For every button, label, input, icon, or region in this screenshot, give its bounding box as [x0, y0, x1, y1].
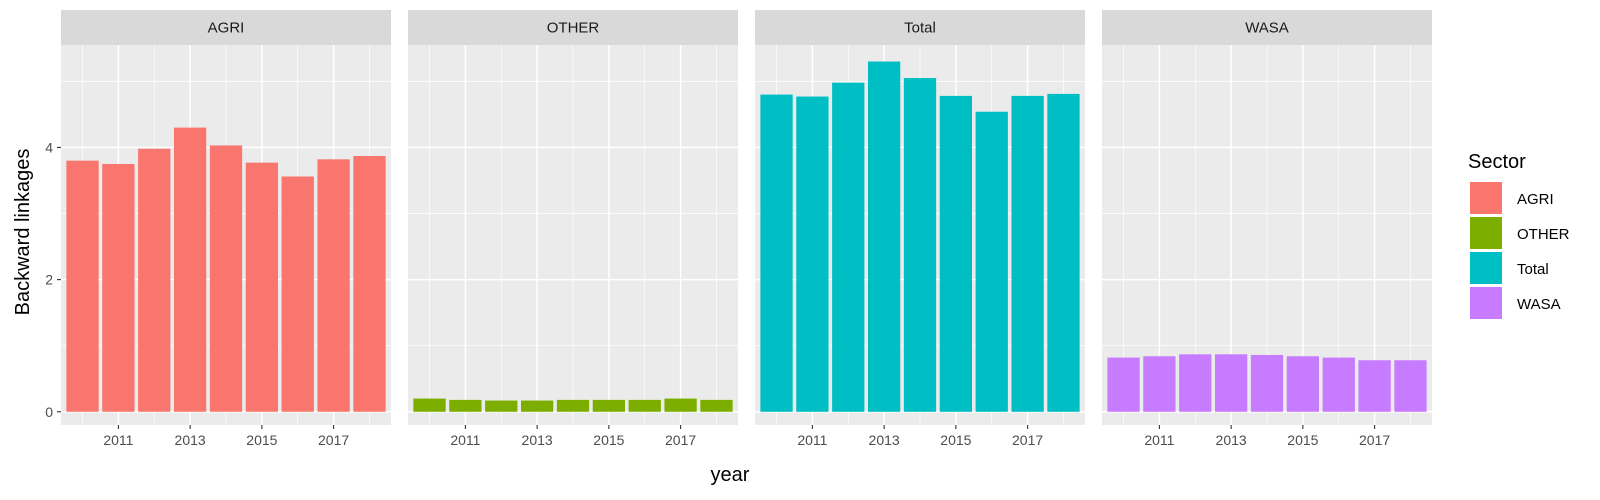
facet-panel-total: Total 2011 2013 2015 2017	[755, 10, 1085, 448]
facet-strip-label: Total	[904, 20, 936, 37]
bar-agri-2011	[102, 163, 135, 412]
bar-other-2016	[628, 399, 661, 412]
legend-label: Total	[1517, 261, 1549, 278]
bar-agri-2018	[353, 156, 386, 412]
bar-wasa-2016	[1322, 357, 1355, 412]
bar-total-2017	[1011, 95, 1044, 412]
bar-wasa-2012	[1179, 354, 1212, 412]
bar-total-2012	[832, 82, 865, 412]
bar-total-2016	[975, 111, 1008, 412]
bar-total-2011	[796, 96, 829, 412]
x-tick-label: 2015	[593, 432, 624, 448]
legend-key-other	[1470, 217, 1502, 249]
legend-label: WASA	[1517, 296, 1561, 313]
x-tick-label: 2015	[246, 432, 277, 448]
y-tick-label: 2	[45, 272, 53, 288]
legend-title: Sector	[1468, 151, 1526, 173]
bar-other-2011	[449, 399, 482, 412]
legend-key-total	[1470, 252, 1502, 284]
legend-label: OTHER	[1517, 226, 1570, 243]
facet-strip	[1102, 10, 1432, 45]
bar-other-2015	[592, 399, 626, 412]
y-axis-title: Backward linkages	[12, 149, 34, 316]
y-tick-label: 4	[45, 139, 53, 155]
bar-total-2015	[939, 95, 973, 412]
legend-key-wasa	[1470, 287, 1502, 319]
x-tick-label: 2017	[1012, 432, 1043, 448]
bar-wasa-2017	[1358, 360, 1391, 412]
bar-other-2010	[413, 398, 446, 412]
y-axis: 0 2 4	[45, 139, 61, 420]
x-tick-label: 2017	[318, 432, 349, 448]
facet-panel-wasa: WASA 2011 2013 2015 2017	[1102, 10, 1432, 448]
x-tick-label: 2013	[175, 432, 206, 448]
bar-wasa-2015	[1286, 356, 1320, 412]
bar-other-2017	[664, 398, 697, 412]
facet-panel-other: OTHER 2011 2013 2015 2017	[408, 10, 738, 448]
x-tick-label: 2013	[522, 432, 553, 448]
bar-wasa-2018	[1394, 360, 1427, 412]
facet-strip	[408, 10, 738, 45]
facet-panel-agri: AGRI 2011 2013 2015 2017	[61, 10, 391, 448]
bar-wasa-2010	[1107, 357, 1140, 412]
bar-agri-2013	[173, 127, 207, 412]
x-tick-label: 2011	[450, 432, 480, 448]
bar-other-2013	[520, 400, 554, 412]
bar-wasa-2013	[1214, 354, 1248, 412]
y-tick-label: 0	[45, 404, 53, 420]
x-axis-title: year	[711, 464, 750, 486]
facet-strip-label: AGRI	[208, 20, 245, 37]
facet-strip-label: WASA	[1245, 20, 1289, 37]
bar-total-2014	[903, 78, 937, 412]
bar-wasa-2011	[1143, 356, 1176, 412]
bar-total-2013	[867, 61, 901, 412]
bar-wasa-2014	[1250, 354, 1284, 412]
x-tick-label: 2015	[940, 432, 971, 448]
bar-agri-2014	[209, 145, 243, 412]
legend-key-agri	[1470, 182, 1502, 214]
bar-total-2018	[1047, 93, 1080, 412]
bar-other-2014	[556, 399, 590, 412]
bar-other-2012	[485, 400, 518, 412]
x-tick-label: 2011	[103, 432, 133, 448]
facet-strip-label: OTHER	[547, 20, 600, 37]
facet-strip	[755, 10, 1085, 45]
facet-strip	[61, 10, 391, 45]
bar-agri-2017	[317, 159, 350, 412]
x-tick-label: 2013	[1216, 432, 1247, 448]
bar-agri-2015	[245, 162, 279, 412]
bar-other-2018	[700, 399, 733, 412]
x-tick-label: 2017	[1359, 432, 1390, 448]
x-tick-label: 2011	[797, 432, 827, 448]
x-tick-label: 2011	[1144, 432, 1174, 448]
legend-label: AGRI	[1517, 191, 1554, 208]
bar-agri-2010	[66, 160, 99, 412]
bar-agri-2016	[281, 176, 314, 412]
x-tick-label: 2017	[665, 432, 696, 448]
bar-agri-2012	[138, 148, 171, 412]
legend: Sector AGRI OTHER Total WASA	[1468, 151, 1570, 319]
bar-total-2010	[760, 94, 793, 412]
x-tick-label: 2013	[869, 432, 900, 448]
facet-panels: AGRI 2011 2013 2015 2017 OTHER 2011 2013 2015 201…	[61, 10, 1432, 448]
x-tick-label: 2015	[1287, 432, 1318, 448]
